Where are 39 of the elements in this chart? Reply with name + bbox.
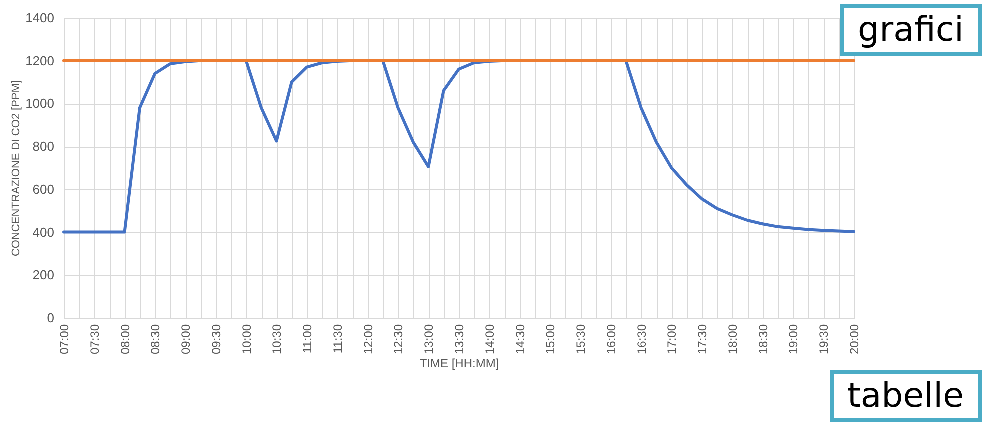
text: tabelle [830, 370, 982, 422]
x-tick-label: 09:30 [209, 324, 224, 355]
y-tick-label: 1200 [26, 53, 54, 68]
x-tick-label: 10:00 [240, 324, 254, 355]
x-tick-label: 10:30 [270, 324, 284, 355]
x-tick-label: 12:30 [392, 324, 406, 355]
x-tick-label: 19:30 [817, 324, 832, 355]
y-tick-label: 800 [32, 139, 54, 154]
x-tick-label: 11:30 [330, 324, 345, 354]
x-tick-label: 20:00 [848, 324, 862, 355]
x-tick-label: 08:30 [148, 324, 163, 355]
x-tick-label: 07:00 [58, 324, 72, 355]
y-tick-label: 1000 [26, 96, 54, 112]
x-tick-label: 19:00 [786, 324, 801, 355]
text: grafici [840, 4, 982, 56]
x-tick-label: 15:30 [574, 324, 588, 355]
x-tick-label: 16:30 [634, 324, 649, 355]
x-tick-label: 14:00 [482, 324, 497, 355]
y-axis-title: CONCENTRAZIONE DI CO2 [PPM] [10, 80, 23, 257]
x-tick-label: 13:00 [422, 324, 436, 355]
x-tick-label: 15:00 [544, 324, 558, 355]
x-tick-label: 09:00 [179, 324, 194, 355]
y-tick-label: 0 [47, 310, 54, 326]
x-tick-label: 18:30 [756, 324, 770, 355]
x-tick-label: 18:00 [726, 324, 740, 355]
y-tick-label: 600 [32, 182, 54, 197]
x-tick-label: 08:00 [118, 324, 132, 355]
y-tick-label: 400 [32, 224, 54, 240]
x-tick-label: 14:30 [513, 324, 528, 355]
y-tick-label: 200 [32, 268, 54, 283]
x-tick-label: 16:00 [604, 324, 618, 355]
y-tick-label: 1400 [26, 10, 54, 26]
x-tick-label: 07:30 [88, 324, 102, 355]
x-tick-label: 17:30 [696, 324, 710, 355]
x-axis-title: TIME [HH:MM] [420, 356, 500, 371]
x-tick-label: 13:30 [452, 324, 466, 355]
x-tick-label: 11:00 [300, 324, 315, 354]
x-tick-label: 17:00 [665, 324, 680, 355]
x-tick-label: 12:00 [361, 324, 376, 355]
